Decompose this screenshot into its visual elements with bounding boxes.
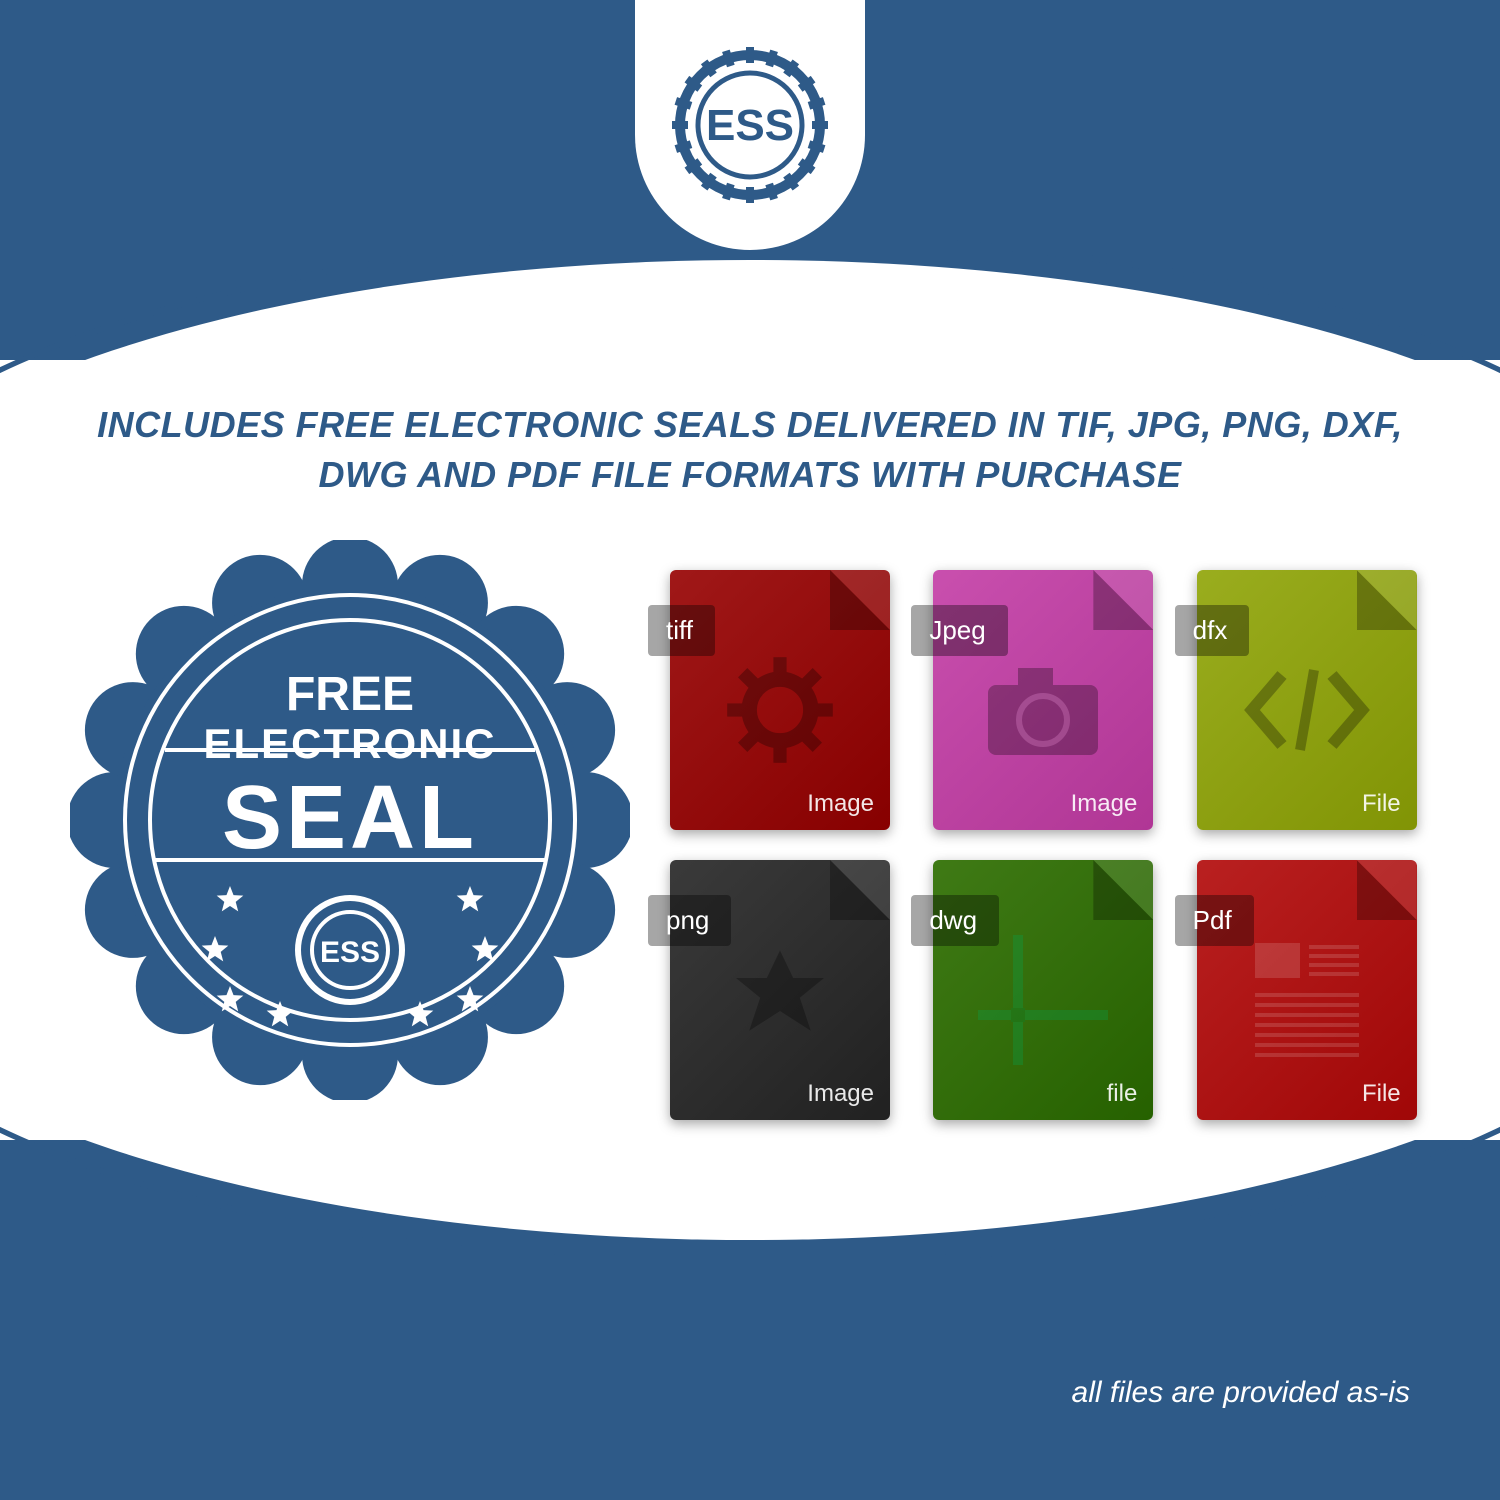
seal-line2: ELECTRONIC: [204, 720, 497, 767]
file-caption: File: [1362, 1080, 1401, 1108]
file-caption: Image: [1071, 790, 1138, 818]
ess-gear-icon: ESS: [665, 40, 835, 210]
file-caption: file: [1107, 1080, 1138, 1108]
seal-line1: FREE: [286, 668, 414, 721]
seal-inner-logo: ESS: [320, 936, 380, 969]
content-row: FREE ELECTRONIC SEAL ESS tiff Image Jpeg…: [70, 540, 1430, 1120]
headline-text: INCLUDES FREE ELECTRONIC SEALS DELIVERED…: [80, 400, 1420, 499]
file-icon-pdf: Pdf File: [1197, 860, 1417, 1120]
file-art-icon: [695, 935, 865, 1065]
file-icon-jpeg: Jpeg Image: [933, 570, 1153, 830]
disclaimer-text: all files are provided as-is: [1072, 1376, 1410, 1410]
seal-line3: SEAL: [222, 768, 478, 868]
free-electronic-seal-badge: FREE ELECTRONIC SEAL ESS: [70, 540, 630, 1100]
file-icon-dfx: dfx File: [1197, 570, 1417, 830]
file-art-icon: [1222, 645, 1392, 775]
ess-logo-badge: ESS: [635, 0, 865, 250]
file-art-icon: [1222, 935, 1392, 1065]
file-format-grid: tiff Image Jpeg Image dfx File png Image…: [670, 540, 1430, 1120]
file-icon-dwg: dwg file: [933, 860, 1153, 1120]
file-caption: File: [1362, 790, 1401, 818]
file-icon-tiff: tiff Image: [670, 570, 890, 830]
file-art-icon: [958, 645, 1128, 775]
file-caption: Image: [807, 1080, 874, 1108]
ess-logo-text: ESS: [706, 101, 794, 150]
file-caption: Image: [807, 790, 874, 818]
file-art-icon: [958, 935, 1128, 1065]
file-art-icon: [695, 645, 865, 775]
file-icon-png: png Image: [670, 860, 890, 1120]
